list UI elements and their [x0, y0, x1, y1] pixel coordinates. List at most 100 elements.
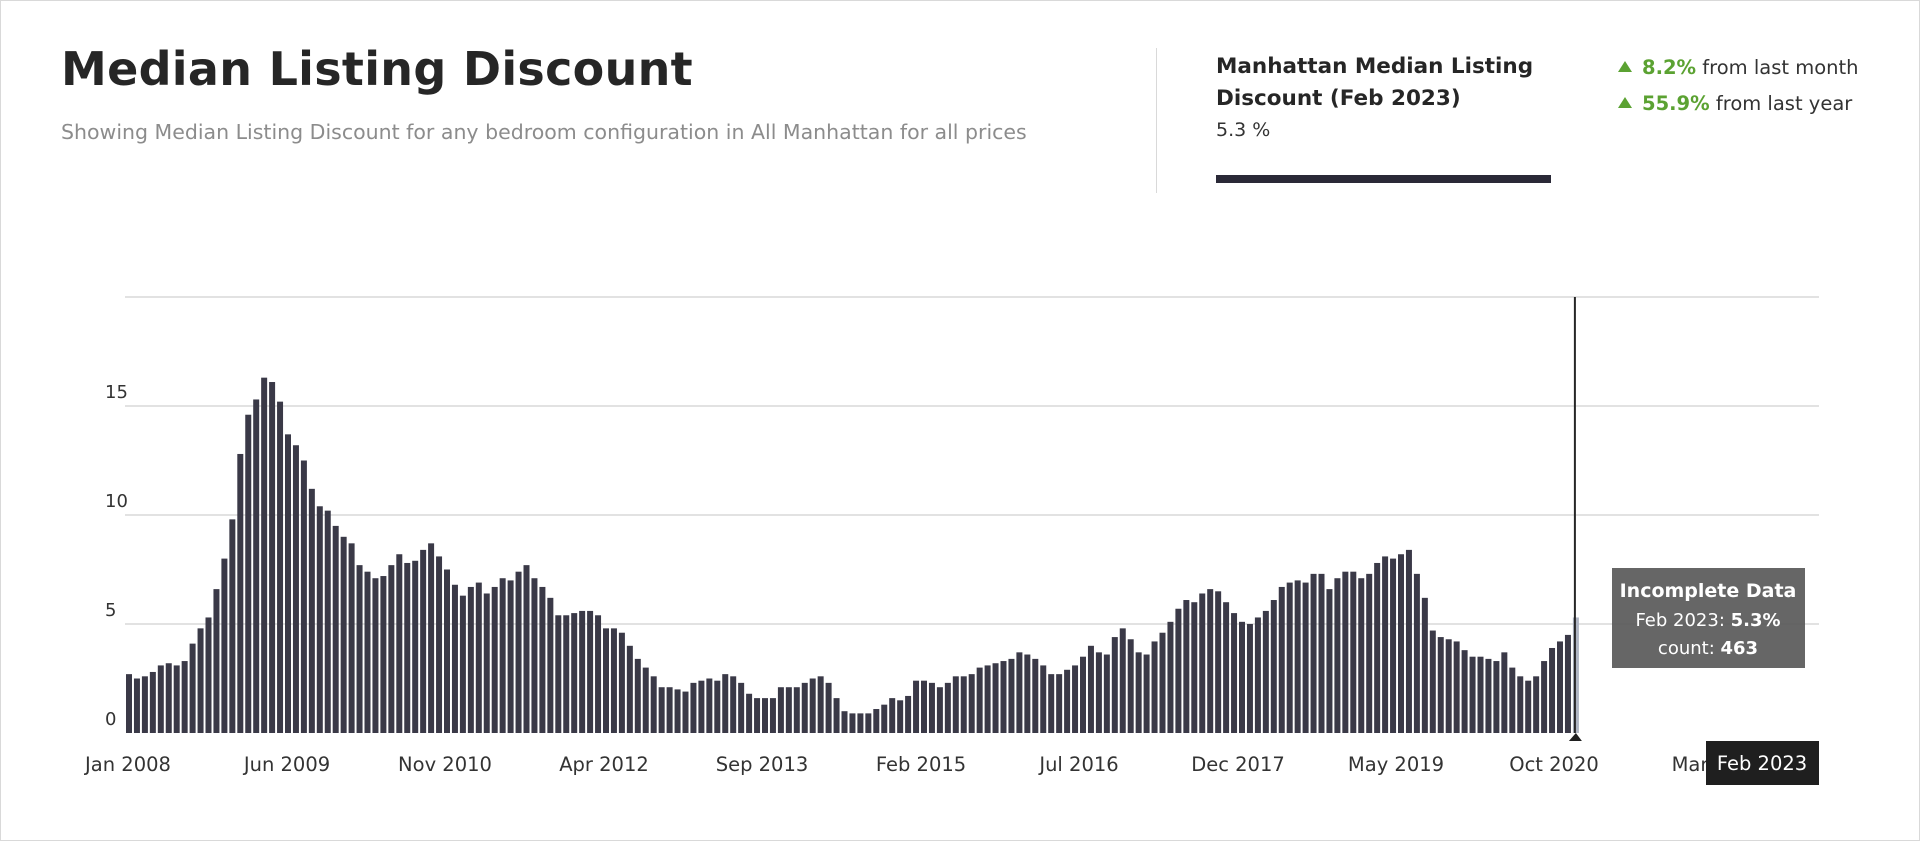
bar[interactable] — [165, 663, 172, 733]
bar[interactable] — [173, 665, 180, 733]
bar[interactable] — [1405, 549, 1412, 733]
bar[interactable] — [348, 543, 355, 733]
bar[interactable] — [1350, 571, 1357, 733]
bar[interactable] — [921, 680, 927, 733]
bar[interactable] — [451, 584, 458, 733]
bar[interactable] — [324, 510, 331, 733]
bar[interactable] — [587, 610, 594, 733]
bar[interactable] — [412, 560, 419, 733]
bar[interactable] — [730, 676, 737, 733]
bar[interactable] — [610, 628, 617, 733]
bar[interactable] — [1135, 652, 1142, 733]
bar[interactable] — [1215, 591, 1222, 733]
bar[interactable] — [1413, 573, 1420, 733]
bar[interactable] — [555, 615, 562, 733]
bar[interactable] — [857, 713, 864, 733]
bar[interactable] — [936, 687, 943, 733]
bar[interactable] — [698, 680, 705, 733]
bar[interactable] — [1191, 602, 1198, 733]
bar[interactable] — [1064, 669, 1071, 733]
bar[interactable] — [1103, 654, 1110, 733]
bar[interactable] — [1533, 676, 1540, 733]
bar[interactable] — [1366, 573, 1373, 733]
bar[interactable] — [960, 676, 967, 733]
bar[interactable] — [984, 665, 991, 733]
bar[interactable] — [1564, 634, 1571, 733]
bar[interactable] — [952, 676, 959, 733]
bar[interactable] — [793, 687, 800, 733]
bar[interactable] — [674, 689, 681, 733]
bar[interactable] — [1429, 630, 1436, 733]
bar[interactable] — [459, 595, 466, 733]
bar[interactable] — [1390, 558, 1397, 733]
bar[interactable] — [197, 628, 204, 733]
bar[interactable] — [928, 682, 935, 733]
bar[interactable] — [1461, 650, 1468, 733]
bar[interactable] — [809, 678, 816, 734]
bar[interactable] — [595, 615, 602, 733]
bar[interactable] — [897, 700, 904, 733]
bar[interactable] — [372, 578, 379, 733]
bar[interactable] — [300, 460, 307, 734]
bar[interactable] — [356, 565, 363, 733]
bar[interactable] — [141, 676, 148, 733]
bar[interactable] — [682, 691, 689, 733]
bar[interactable] — [1087, 645, 1094, 733]
bar[interactable] — [571, 613, 578, 733]
bar[interactable] — [833, 698, 840, 733]
bar[interactable] — [1008, 658, 1015, 733]
bar[interactable] — [1382, 556, 1389, 733]
bar[interactable] — [706, 678, 713, 734]
bar[interactable] — [1517, 676, 1524, 733]
bar[interactable] — [618, 632, 625, 733]
bar[interactable] — [157, 665, 164, 733]
bar[interactable] — [253, 399, 260, 733]
bar[interactable] — [404, 562, 411, 733]
bar[interactable] — [420, 549, 427, 733]
bar[interactable] — [841, 711, 848, 733]
bar[interactable] — [1175, 608, 1182, 733]
bar[interactable] — [1056, 674, 1063, 733]
bar[interactable] — [658, 687, 665, 733]
bar[interactable] — [237, 453, 244, 733]
bar[interactable] — [316, 506, 323, 733]
bar[interactable] — [547, 597, 554, 733]
bar[interactable] — [531, 578, 538, 733]
bar[interactable] — [738, 682, 745, 733]
bar[interactable] — [976, 667, 983, 733]
bar[interactable] — [181, 661, 188, 733]
bar[interactable] — [1040, 665, 1047, 733]
bar[interactable] — [650, 676, 657, 733]
bar[interactable] — [133, 678, 140, 734]
bar[interactable] — [1159, 632, 1166, 733]
bar[interactable] — [642, 667, 649, 733]
bar[interactable] — [1000, 661, 1007, 733]
bar[interactable] — [865, 713, 872, 733]
bar[interactable] — [1270, 600, 1277, 733]
bar[interactable] — [1557, 641, 1563, 733]
bar[interactable] — [666, 687, 673, 733]
bar[interactable] — [579, 610, 586, 733]
bar[interactable] — [785, 687, 792, 733]
bar[interactable] — [1525, 680, 1532, 733]
bar[interactable] — [308, 488, 315, 733]
bar[interactable] — [1119, 628, 1126, 733]
bar[interactable] — [1294, 580, 1301, 733]
bar[interactable] — [690, 682, 697, 733]
bar[interactable] — [1342, 571, 1349, 733]
bar[interactable] — [1199, 593, 1206, 733]
bar[interactable] — [1453, 641, 1460, 733]
bar[interactable] — [1509, 667, 1516, 733]
bar[interactable] — [1485, 658, 1492, 733]
bar[interactable] — [905, 695, 912, 733]
bar[interactable] — [507, 580, 514, 733]
bar[interactable] — [1223, 602, 1230, 733]
bar[interactable] — [436, 556, 443, 733]
bar[interactable] — [1080, 656, 1086, 733]
bar[interactable] — [205, 617, 212, 733]
bar[interactable] — [523, 565, 530, 733]
bar[interactable] — [889, 698, 896, 733]
bar[interactable] — [754, 698, 761, 733]
bar[interactable] — [1318, 573, 1325, 733]
bar[interactable] — [881, 704, 888, 733]
